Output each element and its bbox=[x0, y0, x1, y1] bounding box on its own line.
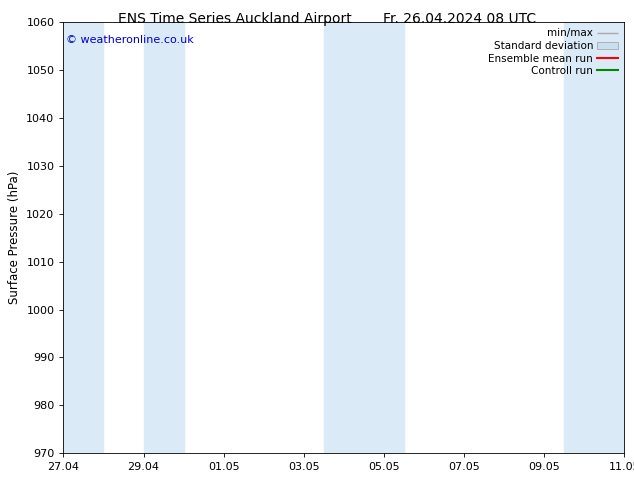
Legend: min/max, Standard deviation, Ensemble mean run, Controll run: min/max, Standard deviation, Ensemble me… bbox=[484, 24, 623, 80]
Bar bbox=[143, 22, 184, 453]
Bar bbox=[324, 22, 404, 453]
Text: Fr. 26.04.2024 08 UTC: Fr. 26.04.2024 08 UTC bbox=[383, 12, 536, 26]
Bar bbox=[564, 22, 624, 453]
Bar bbox=[63, 22, 103, 453]
Y-axis label: Surface Pressure (hPa): Surface Pressure (hPa) bbox=[8, 171, 21, 304]
Text: © weatheronline.co.uk: © weatheronline.co.uk bbox=[66, 35, 194, 45]
Text: ENS Time Series Auckland Airport: ENS Time Series Auckland Airport bbox=[118, 12, 351, 26]
